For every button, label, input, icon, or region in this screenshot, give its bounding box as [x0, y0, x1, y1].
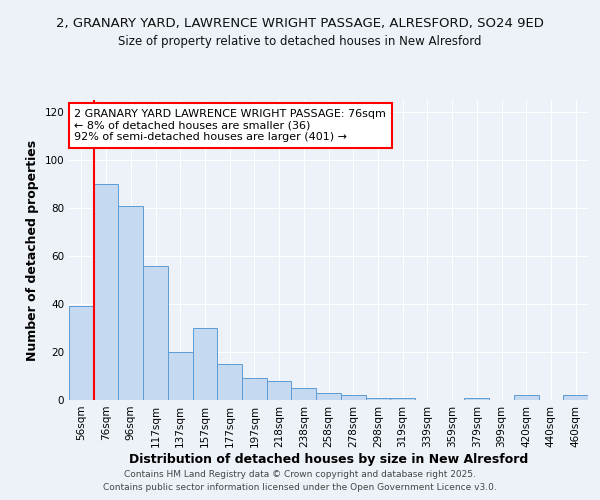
Text: Contains HM Land Registry data © Crown copyright and database right 2025.: Contains HM Land Registry data © Crown c…	[124, 470, 476, 479]
Bar	[316, 393, 341, 400]
Text: Size of property relative to detached houses in New Alresford: Size of property relative to detached ho…	[118, 35, 482, 48]
Bar	[464, 398, 489, 400]
Bar	[69, 306, 94, 400]
Text: 2, GRANARY YARD, LAWRENCE WRIGHT PASSAGE, ALRESFORD, SO24 9ED: 2, GRANARY YARD, LAWRENCE WRIGHT PASSAGE…	[56, 18, 544, 30]
Bar	[341, 395, 365, 400]
Text: Contains public sector information licensed under the Open Government Licence v3: Contains public sector information licen…	[103, 482, 497, 492]
Bar	[514, 395, 539, 400]
Bar	[143, 266, 168, 400]
Text: 2 GRANARY YARD LAWRENCE WRIGHT PASSAGE: 76sqm
← 8% of detached houses are smalle: 2 GRANARY YARD LAWRENCE WRIGHT PASSAGE: …	[74, 109, 386, 142]
Bar	[292, 388, 316, 400]
Bar	[242, 378, 267, 400]
Bar	[118, 206, 143, 400]
Bar	[168, 352, 193, 400]
Y-axis label: Number of detached properties: Number of detached properties	[26, 140, 39, 360]
Bar	[390, 398, 415, 400]
Bar	[563, 395, 588, 400]
Bar	[217, 364, 242, 400]
Bar	[94, 184, 118, 400]
Bar	[193, 328, 217, 400]
Bar	[365, 398, 390, 400]
X-axis label: Distribution of detached houses by size in New Alresford: Distribution of detached houses by size …	[129, 452, 528, 466]
Bar	[267, 381, 292, 400]
